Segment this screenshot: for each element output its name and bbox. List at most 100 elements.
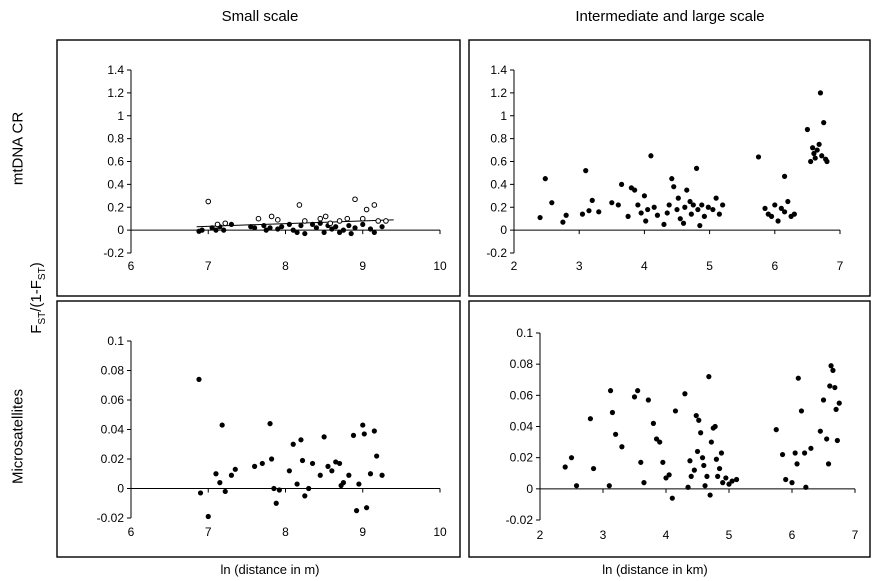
mt-large-point [695,206,701,213]
mt-large-point [817,90,824,96]
ms-small-xtick-label: 9 [359,525,366,539]
ms-small-point [379,472,385,478]
ms-large-point [657,439,663,445]
ms-small-point [219,422,225,428]
ms-small-point [306,485,312,492]
mt-small-point-open [274,217,281,223]
mt-small-point [309,221,316,228]
ms-large-point [798,408,805,414]
ms-small-point [340,480,347,486]
ms-large-point [817,428,823,434]
mt-large-point [684,187,690,193]
mt-small-point-open [214,221,221,228]
ms-small-point [222,488,228,495]
mt-small-point-open [296,202,303,208]
mt-small-point-open [352,196,358,203]
mt-small-point [275,226,281,232]
mt-large-point [635,202,641,208]
ms-small-point [197,490,204,496]
ms-large-point [568,455,575,461]
mt-large-point [680,220,687,226]
mt-large-point [716,211,722,217]
mt-small-point-open [317,215,324,222]
ms-large-frame [468,300,871,558]
mt-large-point [693,165,700,171]
mt-small-point-open [322,213,329,220]
ms-large-point [720,480,726,486]
ms-large-point [708,439,714,445]
mt-small-point-open [344,215,351,222]
ms-small-point [364,505,370,511]
mt-large-xtick-label: 6 [771,259,778,273]
ms-large-point [685,484,691,490]
mt-large-point [560,219,566,225]
mt-large-point [705,204,711,210]
ms-large-point [631,394,638,400]
mt-large-point [808,158,814,165]
ms-small-point [252,463,258,469]
mt-small-point-open [359,215,366,222]
mt-small-ytick-label: 0.4 [107,177,124,191]
ms-large-point [828,363,834,369]
ms-large-ytick-label: 0.02 [510,451,534,465]
mt-large-point [674,206,680,213]
ms-small-ytick-label: 0 [117,482,124,496]
ms-large-point [733,476,740,483]
ms-large-point [650,420,657,426]
ms-large-point [834,437,840,444]
ms-small-point [259,460,265,467]
mt-small-point-open [363,206,370,213]
ms-large-point [802,450,808,456]
mt-small-point-open [371,202,378,208]
mt-small-point [290,227,296,233]
ms-large-point [825,461,832,467]
ms-large-point [645,397,651,403]
ms-large-point [666,472,672,478]
ms-large-point [606,483,612,489]
ms-small-point [350,432,357,438]
ms-large-point [830,367,836,373]
ms-large-xtick-label: 5 [726,528,733,542]
ms-small-point [213,471,219,477]
ms-large-point [562,464,568,470]
ms-large-point [779,451,786,458]
ms-large-point [687,458,693,464]
ms-small-ytick-label: 0.04 [101,423,125,437]
ms-small-ytick-label: 0.06 [101,393,125,407]
mt-small-point [333,224,339,230]
mt-small-point [252,225,258,231]
ms-large-point [783,476,789,483]
mt-small-point [199,227,205,233]
mt-small-point [263,227,269,233]
ms-small-point [290,441,296,447]
ms-small-point [205,513,211,520]
mt-small-ytick-label: 0.6 [107,155,124,169]
mt-large-point [781,173,788,179]
ms-large-point [660,459,666,465]
mt-large-point [775,218,781,224]
mt-large-point [811,150,817,157]
ms-large-point [789,480,795,486]
ms-large-point [773,427,779,433]
ms-large-point [590,465,597,472]
mt-small-ytick-label: -0.2 [103,246,124,260]
mt-large-ytick-label: 0.8 [490,132,507,146]
x-axis-title-small: ln (distance in m) [220,562,320,577]
mt-large-point [814,147,820,153]
ms-small-ytick-label: 0.08 [101,364,125,378]
ms-small-xtick-label: 7 [205,525,212,539]
ms-large-point [808,445,814,451]
ms-small-point [302,493,308,499]
ms-small-ytick-label: -0.02 [97,511,125,525]
ms-small-point [196,376,202,382]
mt-large-xtick-label: 7 [837,259,844,273]
mt-small-point [379,224,385,230]
ms-small-point [374,453,380,459]
mt-large-point [768,213,775,219]
mt-large-point [643,218,649,224]
mt-small-ytick-label: 0.8 [107,132,124,146]
ms-large-point [696,417,702,423]
ms-large-point [702,483,708,489]
column-title-large-scale: Intermediate and large scale [575,8,765,25]
